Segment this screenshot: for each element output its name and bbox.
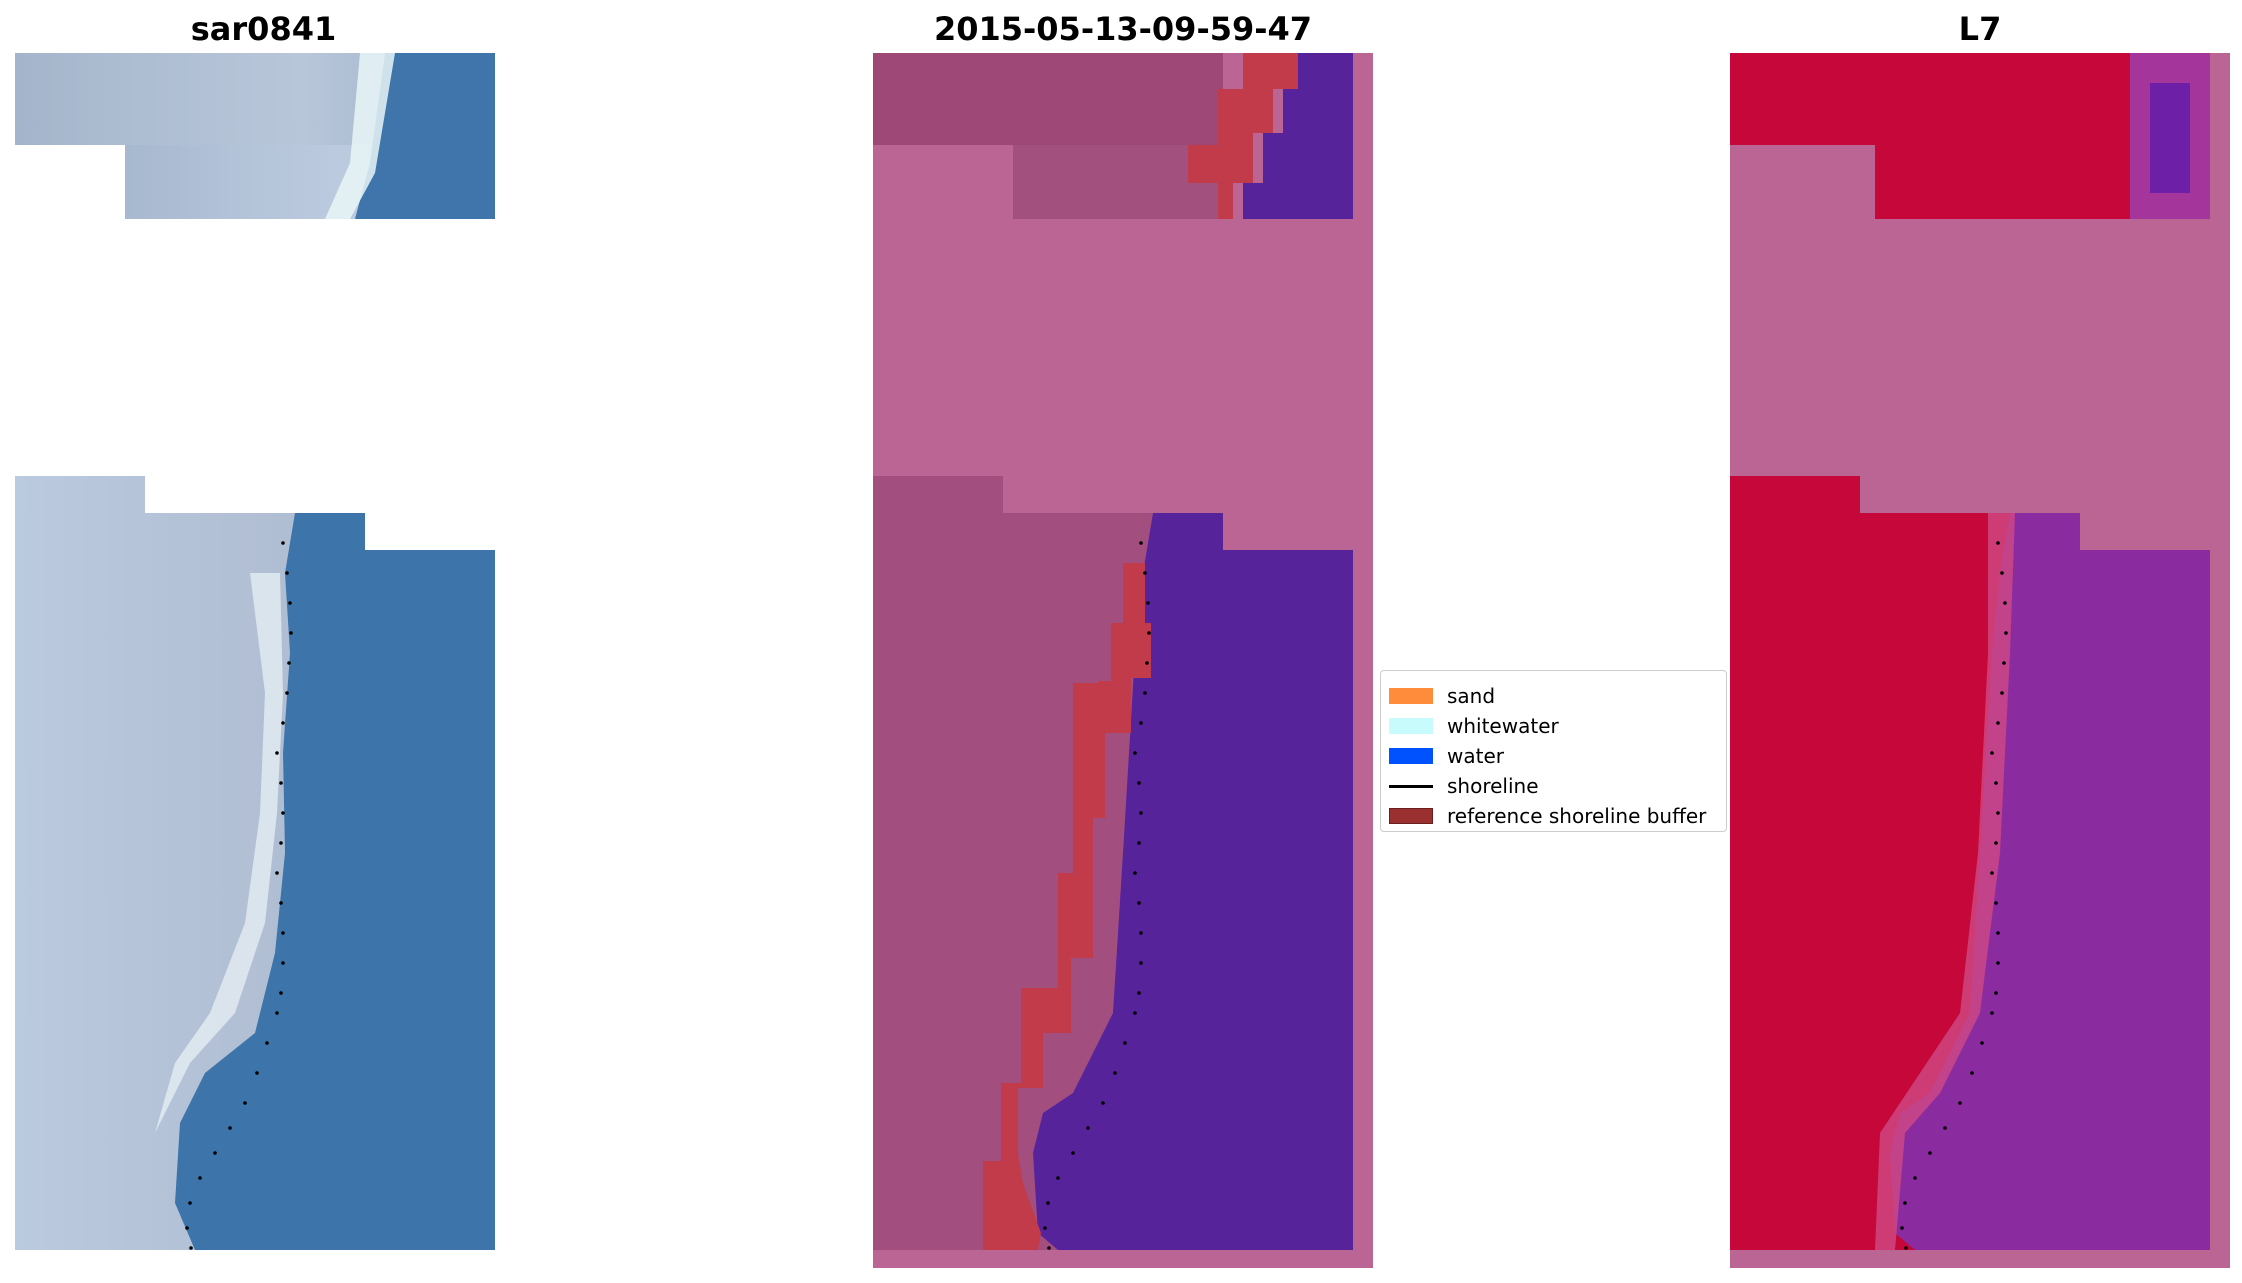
buffer-bottom: [983, 623, 1151, 1250]
legend-swatch-reference-buffer: [1389, 808, 1433, 824]
classification-panel: [873, 53, 1373, 1268]
shoreline-dots-rgb: [185, 541, 293, 1250]
legend-label-sand: sand: [1447, 684, 1496, 708]
legend-label-reference-buffer: reference shoreline buffer: [1447, 804, 1707, 828]
index-panel: [1730, 53, 2230, 1268]
buffer-top: [1188, 53, 1298, 219]
panel-title-satellite: L7: [1958, 10, 2002, 48]
legend-swatch-water: [1389, 748, 1433, 764]
panel-title-rgb: sar0841: [190, 10, 337, 48]
water-top: [1243, 53, 1353, 219]
legend: sand whitewater water shoreline referenc…: [1380, 670, 1727, 832]
shoreline-dots-class: [1043, 541, 1151, 1250]
rgb-image-panel: [15, 53, 495, 1250]
legend-swatch-sand: [1389, 688, 1433, 704]
legend-label-shoreline: shoreline: [1447, 774, 1539, 798]
legend-label-water: water: [1447, 744, 1504, 768]
legend-line-shoreline: [1389, 785, 1433, 788]
index-water: [1890, 513, 2210, 1250]
panel-title-date: 2015-05-13-09-59-47: [933, 10, 1313, 48]
rgb-bottom-region: [15, 476, 495, 1250]
legend-swatch-whitewater: [1389, 718, 1433, 734]
water-bottom: [1033, 513, 1353, 1250]
shoreline-dots-l7: [1900, 541, 2008, 1250]
legend-label-whitewater: whitewater: [1447, 714, 1559, 738]
